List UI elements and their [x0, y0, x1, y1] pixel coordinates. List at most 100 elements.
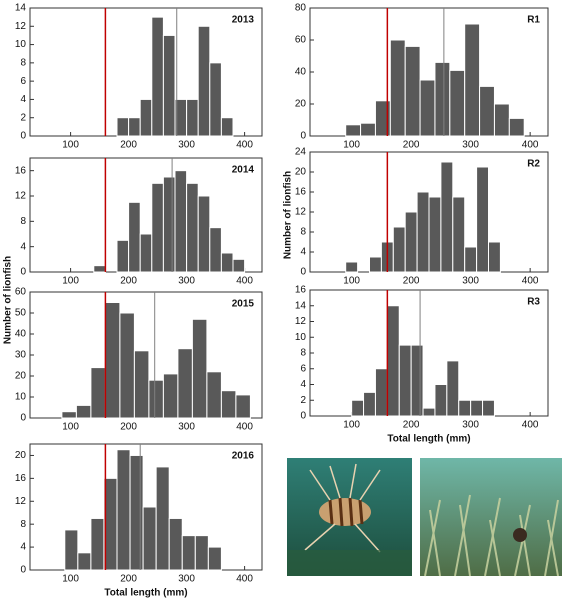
x-tick-label: 400 — [236, 574, 253, 585]
x-tick-label: 200 — [403, 140, 420, 151]
y-tick-label: 4 — [300, 247, 306, 258]
bar — [139, 98, 153, 137]
bar — [232, 258, 246, 273]
x-tick-label: 400 — [522, 420, 539, 431]
y-tick-label: 8 — [20, 519, 26, 530]
bar — [142, 506, 157, 571]
y-tick-label: 4 — [20, 542, 26, 553]
y-tick-label: 12 — [295, 316, 307, 327]
bar — [155, 466, 170, 571]
x-tick-label: 400 — [236, 140, 253, 151]
bar — [197, 25, 211, 137]
bar — [369, 256, 382, 273]
bar — [488, 241, 501, 273]
bar — [209, 227, 222, 273]
photo-seagrass — [420, 458, 562, 577]
y-tick-label: 0 — [20, 565, 26, 576]
bar — [404, 211, 418, 273]
x-tick-label: 400 — [522, 276, 539, 287]
bar — [363, 391, 376, 417]
y-tick-label: 20 — [15, 450, 27, 461]
y-tick-label: 12 — [15, 21, 27, 32]
bar — [452, 196, 466, 273]
bar — [181, 535, 196, 571]
y-tick-label: 8 — [20, 216, 26, 227]
bar — [508, 117, 525, 137]
bar — [398, 344, 412, 417]
y-tick-label: 12 — [15, 496, 27, 507]
bar — [345, 261, 359, 273]
x-tick-label: 300 — [462, 420, 479, 431]
y-tick-label: 40 — [15, 329, 27, 340]
bar — [162, 373, 179, 419]
y-tick-label: 0 — [20, 267, 26, 278]
x-tick-label: 200 — [403, 276, 420, 287]
bar — [464, 23, 481, 137]
bar — [220, 117, 234, 137]
bar — [207, 546, 222, 571]
bar — [93, 265, 106, 273]
bar — [151, 182, 164, 273]
y-tick-label: 2 — [300, 395, 306, 406]
bar — [374, 368, 388, 417]
x-axis-label: Total length (mm) — [387, 434, 470, 445]
bar — [386, 305, 400, 417]
bar — [493, 103, 510, 137]
bar — [345, 124, 362, 137]
bar — [75, 404, 92, 419]
y-tick-label: 80 — [295, 3, 307, 14]
x-tick-label: 200 — [120, 140, 137, 151]
y-tick-label: 30 — [15, 350, 27, 361]
bar — [119, 312, 135, 419]
bar — [168, 517, 183, 571]
y-tick-label: 12 — [295, 207, 307, 218]
bar — [148, 379, 164, 419]
bar — [186, 182, 199, 273]
bar — [162, 176, 176, 273]
bar — [129, 454, 144, 571]
y-tick-label: 14 — [15, 3, 27, 14]
y-tick-label: 12 — [15, 191, 27, 202]
bar — [470, 399, 484, 417]
bar — [90, 517, 105, 571]
x-tick-label: 100 — [62, 276, 79, 287]
bar — [128, 201, 141, 273]
x-tick-label: 400 — [236, 422, 253, 433]
bar — [191, 318, 208, 419]
x-tick-label: 400 — [522, 140, 539, 151]
x-tick-label: 400 — [236, 276, 253, 287]
y-tick-label: 14 — [295, 300, 307, 311]
bar — [458, 399, 472, 417]
bar — [422, 407, 436, 417]
y-tick-label: 60 — [295, 35, 307, 46]
y-tick-label: 8 — [300, 227, 306, 238]
bar — [482, 399, 495, 417]
panel-title: R1 — [527, 15, 540, 26]
y-tick-label: 6 — [20, 76, 26, 87]
bar — [440, 161, 454, 273]
bar — [410, 344, 424, 417]
y-tick-label: 16 — [295, 285, 307, 296]
bar — [116, 239, 130, 273]
x-tick-label: 100 — [343, 140, 360, 151]
x-tick-label: 100 — [62, 422, 79, 433]
bar — [209, 62, 222, 137]
bar — [61, 411, 77, 419]
bar — [446, 360, 460, 417]
panel-title: 2014 — [232, 165, 255, 176]
y-tick-label: 0 — [300, 267, 306, 278]
y-tick-label: 8 — [20, 57, 26, 68]
bar — [434, 384, 448, 417]
bar — [434, 61, 451, 137]
y-tick-label: 0 — [300, 131, 306, 142]
panel-title: 2015 — [232, 299, 255, 310]
x-tick-label: 200 — [403, 420, 420, 431]
bar — [404, 45, 421, 137]
bar — [464, 246, 478, 273]
y-tick-label: 60 — [15, 287, 27, 298]
panel-title: 2013 — [232, 15, 255, 26]
x-tick-label: 300 — [178, 276, 195, 287]
x-tick-label: 300 — [462, 276, 479, 287]
bar — [128, 117, 141, 137]
